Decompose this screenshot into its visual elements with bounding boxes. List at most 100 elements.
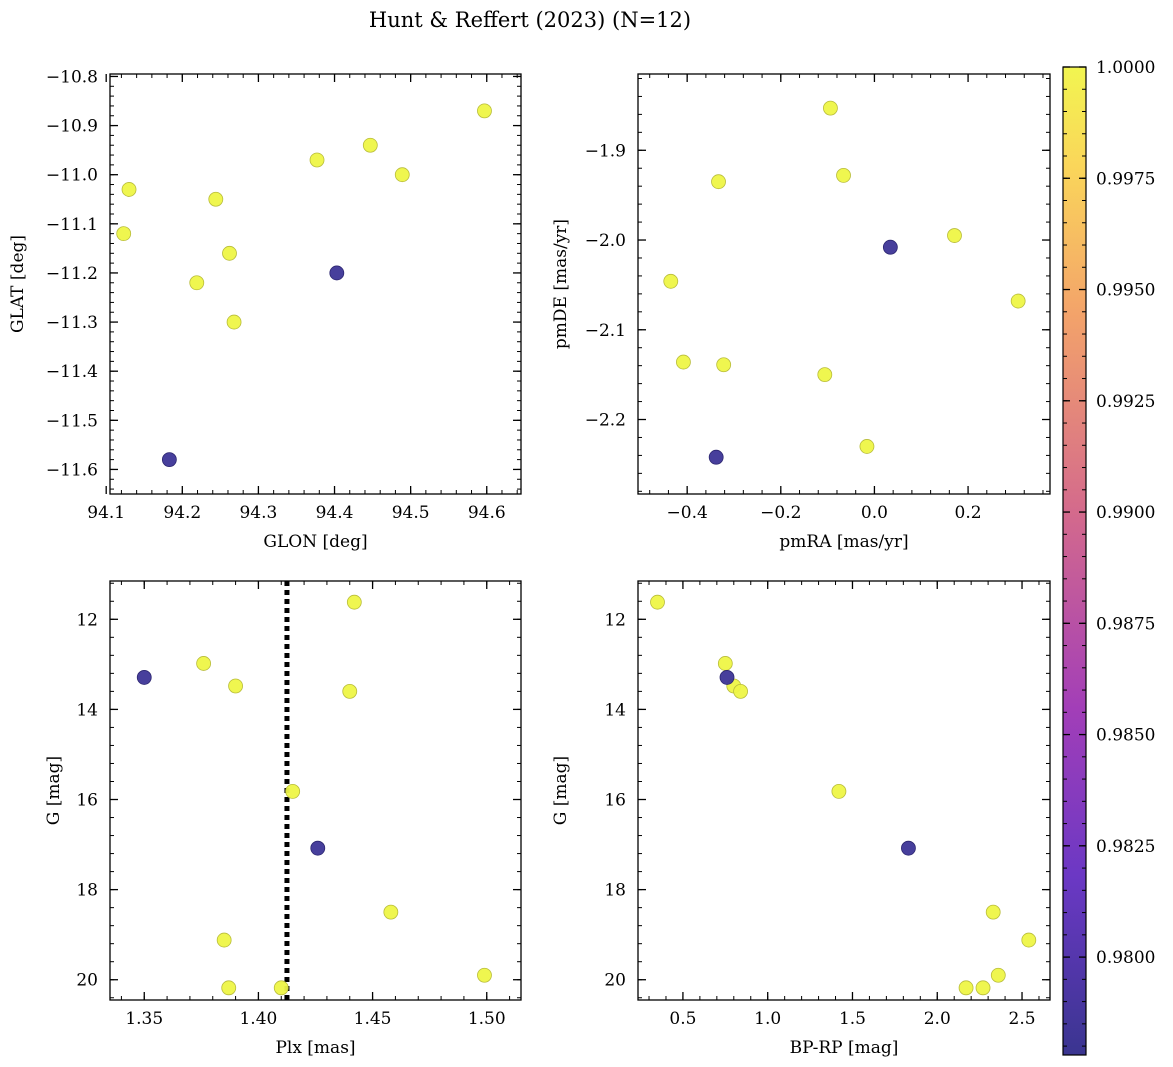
- y-tick-label: −11.5: [46, 411, 98, 431]
- data-point: [717, 656, 733, 671]
- y-tick-label: −11.3: [46, 313, 98, 333]
- panel-plx-g: 1.35 1.40 1.45 1.50 12 14 16 18 20 Plx [mas] G [ma…: [44, 580, 522, 1058]
- colorbar-tick-label: 1.0000: [1096, 58, 1155, 78]
- y-tick-label: 20: [76, 971, 98, 991]
- colorbar-gradient: [1062, 66, 1087, 1056]
- colorbar-tick-label: 0.9925: [1096, 392, 1155, 412]
- data-point: [1010, 293, 1026, 309]
- x-axis-label: BP-RP [mag]: [790, 1038, 899, 1058]
- x-tick-label: 1.35: [125, 1009, 163, 1029]
- figure-title: Hunt & Reffert (2023) (N=12): [369, 8, 691, 32]
- x-tick-label: 1.0: [754, 1009, 781, 1029]
- x-axis-label: pmRA [mas/yr]: [779, 532, 908, 552]
- y-tick-label: −1.9: [585, 141, 626, 161]
- y-tick-label: −10.8: [46, 67, 98, 87]
- data-point: [1021, 932, 1037, 948]
- x-tick-label: 94.6: [468, 503, 506, 523]
- data-point: [817, 367, 833, 383]
- x-tick-label: 94.3: [239, 503, 277, 523]
- y-tick-label: −2.1: [585, 321, 626, 341]
- data-point: [650, 594, 665, 610]
- y-axis-label: G [mag]: [551, 756, 571, 825]
- data-point: [136, 670, 152, 685]
- y-tick-label: −11.4: [46, 362, 98, 382]
- panel-pmra-pmde: −0.4 −0.2 0.0 0.2 −2.2 −2.1 −2.0 −1.9 pmRA [mas/…: [551, 73, 1051, 552]
- colorbar-tick-label: 0.9975: [1096, 169, 1155, 189]
- data-point: [222, 245, 237, 261]
- x-tick-label: 1.40: [239, 1009, 277, 1029]
- data-point: [116, 226, 132, 242]
- data-point: [733, 683, 748, 699]
- x-tick-label: 94.1: [87, 503, 125, 523]
- data-point: [882, 239, 898, 255]
- data-point: [719, 670, 735, 685]
- axes-frame: [637, 73, 1051, 495]
- x-tick-label: 0.5: [669, 1009, 696, 1029]
- data-point: [208, 191, 224, 207]
- data-point: [716, 357, 732, 373]
- data-point: [985, 904, 1001, 920]
- data-point: [226, 314, 242, 330]
- y-tick-label: −11.2: [46, 264, 98, 284]
- colorbar-tick-label: 0.9950: [1096, 281, 1155, 301]
- data-point: [477, 967, 492, 983]
- y-tick-label: −2.2: [585, 411, 626, 431]
- colorbar: 0.9800 0.9825 0.9850 0.9875 0.9900 0.9925 0.99…: [1062, 58, 1155, 1056]
- y-tick-label: 16: [604, 791, 626, 811]
- axes-frame: [109, 580, 522, 1001]
- x-tick-label: 94.5: [392, 503, 430, 523]
- data-point: [309, 152, 325, 168]
- y-tick-label: −11.1: [46, 215, 98, 235]
- data-point: [273, 980, 289, 996]
- colorbar-tick-label: 0.9800: [1096, 948, 1155, 968]
- x-tick-label: −0.4: [667, 503, 708, 523]
- data-point: [711, 174, 726, 190]
- data-point: [859, 439, 875, 454]
- data-point: [947, 228, 962, 243]
- y-tick-label: 14: [604, 700, 626, 720]
- y-axis-label: GLAT [deg]: [8, 235, 28, 333]
- x-tick-label: 1.5: [839, 1009, 866, 1029]
- x-tick-label: 0.0: [861, 503, 888, 523]
- axes-frame: [109, 73, 522, 495]
- data-point: [676, 354, 691, 370]
- data-point: [362, 137, 378, 153]
- data-point: [990, 967, 1006, 983]
- y-tick-label: −2.0: [585, 231, 626, 251]
- y-tick-label: −11.6: [46, 460, 98, 480]
- x-axis-label: Plx [mas]: [275, 1038, 355, 1058]
- data-point: [329, 265, 345, 281]
- data-point: [216, 932, 232, 948]
- colorbar-ticks: 0.9800 0.9825 0.9850 0.9875 0.9900 0.9925 0.99…: [1063, 58, 1155, 1047]
- data-point: [383, 904, 399, 920]
- data-point: [121, 182, 137, 197]
- colorbar-tick-label: 0.9875: [1096, 614, 1155, 634]
- data-point: [221, 980, 237, 996]
- data-point: [161, 452, 177, 468]
- data-point: [958, 980, 974, 996]
- x-tick-label: 1.50: [468, 1009, 506, 1029]
- data-point: [310, 840, 326, 856]
- y-tick-label: 12: [76, 610, 98, 630]
- data-point: [836, 168, 851, 183]
- data-point: [708, 449, 724, 465]
- panel-bprp-g: 0.5 1.0 1.5 2.0 2.5 12 14 16 18 20 BP-RP [mag] G [m…: [551, 580, 1051, 1058]
- y-tick-label: −10.9: [46, 117, 98, 137]
- y-tick-label: −11.0: [46, 166, 98, 186]
- x-tick-label: 1.45: [354, 1009, 392, 1029]
- data-point: [477, 103, 492, 119]
- x-tick-label: −0.2: [760, 503, 801, 523]
- data-point: [831, 784, 847, 799]
- colorbar-tick-label: 0.9900: [1096, 503, 1155, 523]
- y-tick-label: 12: [604, 610, 626, 630]
- data-point: [196, 656, 212, 671]
- y-tick-label: 16: [76, 791, 98, 811]
- x-tick-label: 0.2: [955, 503, 982, 523]
- data-point: [228, 678, 243, 694]
- x-tick-label: 2.5: [1009, 1009, 1036, 1029]
- data-point: [285, 784, 301, 799]
- x-tick-label: 94.2: [163, 503, 201, 523]
- data-point: [975, 980, 991, 996]
- y-axis-label: G [mag]: [44, 756, 64, 825]
